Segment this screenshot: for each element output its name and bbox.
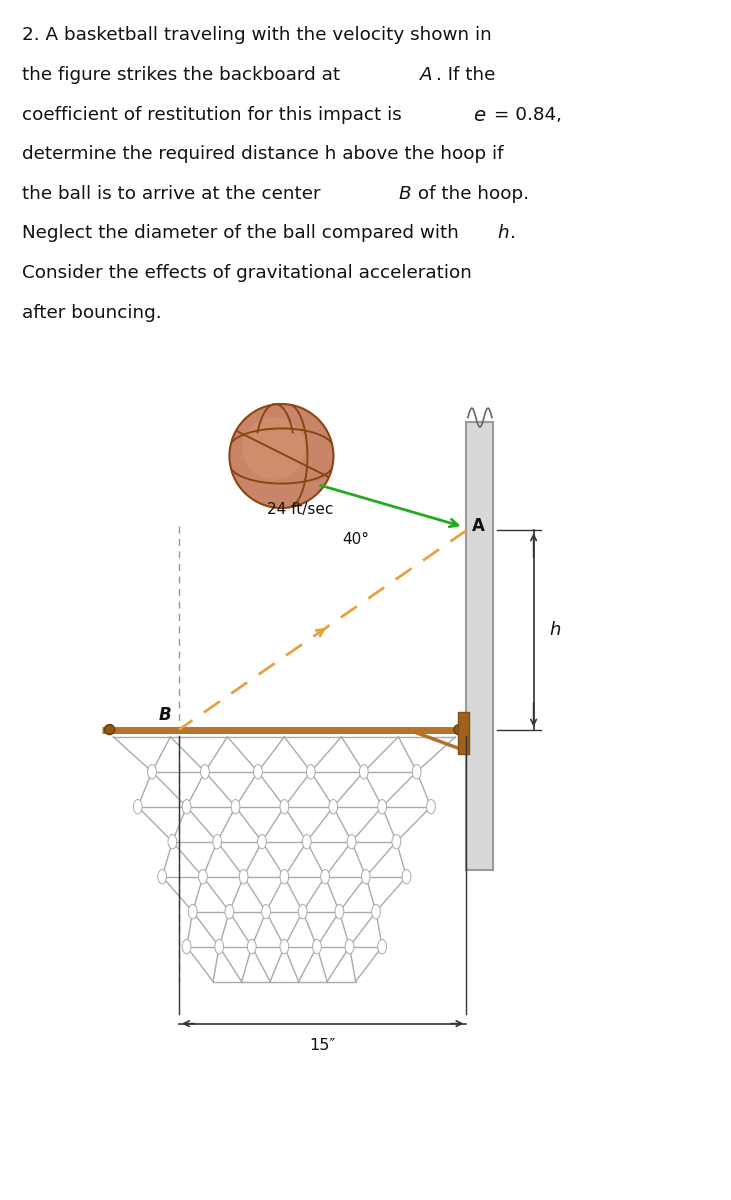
Circle shape [231,799,240,814]
Text: 40°: 40° [342,532,369,546]
Circle shape [335,905,344,919]
Circle shape [303,834,311,848]
Circle shape [371,905,380,919]
Ellipse shape [230,404,333,508]
Text: the ball is to arrive at the center: the ball is to arrive at the center [22,185,327,203]
Circle shape [215,940,224,954]
Circle shape [247,940,256,954]
Text: 24 ft/sec: 24 ft/sec [267,502,333,516]
Text: h: h [498,224,510,242]
Circle shape [280,870,289,884]
Text: e: e [473,106,485,125]
Circle shape [329,799,338,814]
Circle shape [148,764,156,779]
Circle shape [280,799,289,814]
Text: B: B [398,185,411,203]
Circle shape [427,799,436,814]
Text: the figure strikes the backboard at: the figure strikes the backboard at [22,66,346,84]
Text: = 0.84,: = 0.84, [488,106,561,124]
Text: 2. A basketball traveling with the velocity shown in: 2. A basketball traveling with the veloc… [22,26,492,44]
Circle shape [262,905,270,919]
Circle shape [306,764,315,779]
Circle shape [280,940,289,954]
Circle shape [182,940,191,954]
Circle shape [402,870,411,884]
Circle shape [347,834,356,848]
Bar [458,712,469,754]
Circle shape [378,940,387,954]
Text: A: A [472,516,485,534]
Circle shape [168,834,177,848]
Text: after bouncing.: after bouncing. [22,304,162,322]
Circle shape [213,834,221,848]
Circle shape [392,834,401,848]
Circle shape [225,905,234,919]
Ellipse shape [105,725,115,734]
Circle shape [257,834,266,848]
Text: .: . [510,224,516,242]
Text: B: B [159,706,171,724]
Text: coefficient of restitution for this impact is: coefficient of restitution for this impa… [22,106,408,124]
Circle shape [345,940,354,954]
Circle shape [361,870,370,884]
Text: . If the: . If the [436,66,495,84]
Circle shape [298,905,307,919]
Text: 15″: 15″ [309,1038,336,1054]
Circle shape [412,764,421,779]
Ellipse shape [243,416,305,480]
Circle shape [321,870,330,884]
Circle shape [239,870,248,884]
Text: Consider the effects of gravitational acceleration: Consider the effects of gravitational ac… [22,264,471,282]
Circle shape [182,799,191,814]
Circle shape [360,764,368,779]
Circle shape [200,764,209,779]
Circle shape [313,940,322,954]
Bar [466,422,493,870]
Text: of the hoop.: of the hoop. [412,185,529,203]
Circle shape [189,905,197,919]
Circle shape [199,870,208,884]
Circle shape [158,870,167,884]
Circle shape [133,799,142,814]
Circle shape [254,764,262,779]
Text: Neglect the diameter of the ball compared with: Neglect the diameter of the ball compare… [22,224,465,242]
Text: A: A [420,66,433,84]
Text: determine the required distance h above the hoop if: determine the required distance h above … [22,145,504,163]
Text: h: h [550,622,561,638]
Circle shape [378,799,387,814]
Ellipse shape [454,725,464,734]
